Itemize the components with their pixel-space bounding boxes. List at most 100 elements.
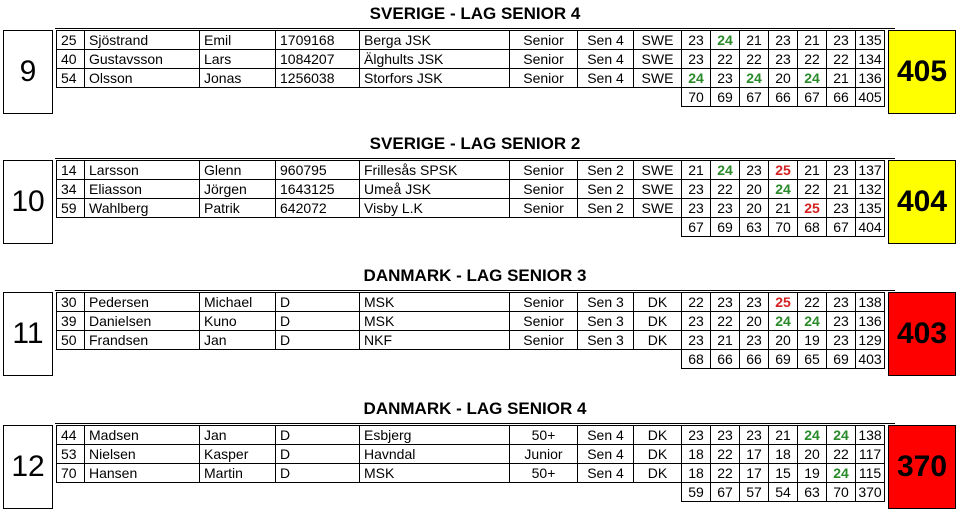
cell-cls: Senior [509, 179, 578, 199]
cell-cls: 50+ [509, 425, 578, 445]
team-rank: 11 [3, 292, 53, 376]
series-score: 21 [826, 68, 856, 88]
cell-club: Storfors JSK [359, 68, 510, 88]
cell-first: Emil [199, 30, 276, 50]
table-row: 70 Hansen Martin D MSK 50+ Sen 4 DK 18 22 17 15 19 24… [56, 463, 885, 483]
row-sum: 135 [855, 30, 885, 50]
cell-id: 642072 [275, 198, 360, 218]
series-score: 22 [826, 49, 856, 69]
cell-last: Wahlberg [84, 198, 200, 218]
series-score: 22 [710, 463, 740, 483]
series-score: 20 [768, 68, 798, 88]
row-sum: 135 [855, 198, 885, 218]
series-score: 23 [768, 49, 798, 69]
series-sum: 54 [768, 482, 798, 502]
series-score: 24 [797, 68, 827, 88]
cell-last: Danielsen [84, 311, 200, 331]
team-table: 30 Pedersen Michael D MSK Senior Sen 3 DK 22 23 23… [56, 292, 885, 369]
series-score: 25 [768, 292, 798, 312]
series-sum: 66 [739, 349, 769, 369]
cell-club: Havndal [359, 444, 510, 464]
series-sum: 66 [826, 87, 856, 107]
team-total: 403 [888, 292, 956, 376]
cell-cls: Senior [509, 49, 578, 69]
series-sum-row: 70 69 67 66 67 66 405 [57, 87, 885, 107]
series-sum: 69 [826, 349, 856, 369]
cell-last: Larsson [84, 160, 200, 180]
series-sum: 67 [826, 217, 856, 237]
series-score: 23 [681, 49, 711, 69]
row-sum: 138 [855, 292, 885, 312]
series-sum: 67 [797, 87, 827, 107]
series-score: 22 [797, 292, 827, 312]
series-score: 21 [710, 330, 740, 350]
series-sum: 67 [681, 217, 711, 237]
cell-grp: Sen 4 [577, 30, 634, 50]
cell-cls: Senior [509, 292, 578, 312]
cell-nat: SWE [633, 179, 682, 199]
cell-last: Olsson [84, 68, 200, 88]
cell-club: Visby L.K [359, 198, 510, 218]
series-sum: 70 [681, 87, 711, 107]
cell-grp: Sen 4 [577, 444, 634, 464]
table-row: 59 Wahlberg Patrik 642072 Visby L.K Senior Sen… [56, 198, 885, 218]
spacer [57, 483, 682, 502]
series-score: 18 [768, 444, 798, 464]
series-score: 21 [681, 160, 711, 180]
series-score: 24 [739, 68, 769, 88]
row-sum: 134 [855, 49, 885, 69]
series-sum: 69 [768, 349, 798, 369]
cell-nat: DK [633, 292, 682, 312]
cell-nat: SWE [633, 30, 682, 50]
row-sum: 136 [855, 311, 885, 331]
series-score: 23 [681, 179, 711, 199]
cell-nat: DK [633, 330, 682, 350]
series-score: 23 [739, 292, 769, 312]
cell-club: MSK [359, 463, 510, 483]
cell-cls: Senior [509, 311, 578, 331]
table-row: 40 Gustavsson Lars 1084207 Älghults JSK Senio… [56, 49, 885, 69]
series-sum-row: 68 66 66 69 65 69 403 [57, 349, 885, 369]
series-sum: 67 [710, 482, 740, 502]
team-total: 370 [888, 425, 956, 509]
series-sum: 65 [797, 349, 827, 369]
cell-id: D [275, 444, 360, 464]
series-score: 22 [710, 311, 740, 331]
cell-cls: Senior [509, 68, 578, 88]
cell-first: Michael [199, 292, 276, 312]
team-block: DANMARK - LAG SENIOR 4 12 44 Madsen Jan D Esbj… [3, 395, 958, 513]
series-total: 405 [855, 87, 885, 107]
table-row: 34 Eliasson Jörgen 1643125 Umeå JSK Senior Sen… [56, 179, 885, 199]
series-sum: 63 [797, 482, 827, 502]
title-divider [55, 423, 895, 424]
cell-cls: Senior [509, 30, 578, 50]
cell-club: Umeå JSK [359, 179, 510, 199]
row-sum: 137 [855, 160, 885, 180]
cell-nr: 44 [56, 425, 85, 445]
series-score: 23 [826, 330, 856, 350]
series-score: 20 [739, 198, 769, 218]
series-score: 22 [797, 179, 827, 199]
cell-grp: Sen 2 [577, 198, 634, 218]
series-score: 23 [768, 30, 798, 50]
series-score: 23 [681, 311, 711, 331]
table-row: 25 Sjöstrand Emil 1709168 Berga JSK Senior Sen… [56, 30, 885, 50]
table-row: 44 Madsen Jan D Esbjerg 50+ Sen 4 DK 23 23 23 21 24 2… [56, 425, 885, 445]
cell-grp: Sen 4 [577, 425, 634, 445]
cell-club: MSK [359, 292, 510, 312]
cell-first: Glenn [199, 160, 276, 180]
series-sum-row: 59 67 57 54 63 70 370 [57, 482, 885, 502]
table-row: 53 Nielsen Kasper D Havndal Junior Sen 4 DK 18 22… [56, 444, 885, 464]
team-total: 405 [888, 30, 956, 114]
cell-cls: Junior [509, 444, 578, 464]
row-sum: 117 [855, 444, 885, 464]
series-score: 21 [768, 425, 798, 445]
series-score: 15 [768, 463, 798, 483]
series-score: 17 [739, 463, 769, 483]
series-score: 21 [739, 30, 769, 50]
cell-last: Madsen [84, 425, 200, 445]
cell-id: 960795 [275, 160, 360, 180]
cell-nr: 40 [56, 49, 85, 69]
cell-nr: 50 [56, 330, 85, 350]
series-score: 24 [826, 425, 856, 445]
